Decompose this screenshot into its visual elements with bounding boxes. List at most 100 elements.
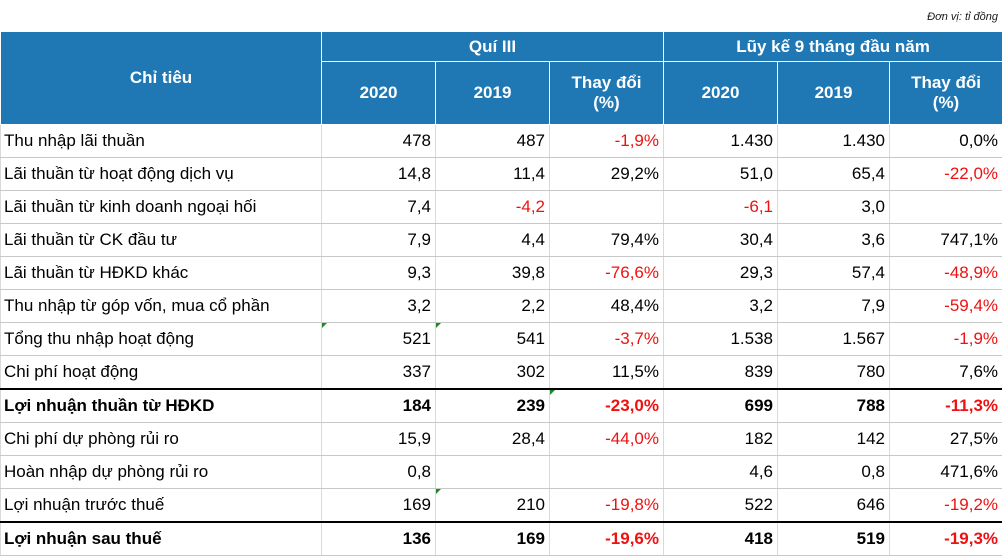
ytd-2019-cell: 519: [778, 522, 890, 556]
q3-change-cell: -44,0%: [550, 423, 664, 456]
ytd-2020-cell: 839: [664, 356, 778, 390]
ytd-change-cell: -48,9%: [890, 257, 1002, 290]
q3-change-cell: -3,7%: [550, 323, 664, 356]
ytd-change-cell: 0,0%: [890, 125, 1002, 158]
ytd-2019-cell: 1.430: [778, 125, 890, 158]
unit-note: Đơn vị: tỉ đồng: [927, 11, 998, 23]
ytd-2020-cell: 1.538: [664, 323, 778, 356]
ytd-2019-cell: 7,9: [778, 290, 890, 323]
ytd-change-cell: -11,3%: [890, 389, 1002, 423]
ytd-2019-cell: 788: [778, 389, 890, 423]
q3-2019-cell: 541: [436, 323, 550, 356]
q3-2019-cell: 4,4: [436, 224, 550, 257]
row-label: Lợi nhuận thuần từ HĐKD: [1, 389, 322, 423]
q3-2019-cell: 210: [436, 489, 550, 523]
ytd-change-cell: 471,6%: [890, 456, 1002, 489]
ytd-change-cell: -19,3%: [890, 522, 1002, 556]
table-row-total: Lợi nhuận sau thuế 136 169 -19,6% 418 51…: [1, 522, 1002, 556]
row-label: Hoàn nhập dự phòng rủi ro: [1, 456, 322, 489]
table-row: Lợi nhuận trước thuế 169 210 -19,8% 522 …: [1, 489, 1002, 523]
table-row: Lãi thuần từ hoạt động dịch vụ 14,8 11,4…: [1, 158, 1002, 191]
ytd-2020-cell: 30,4: [664, 224, 778, 257]
q3-2020-cell: 3,2: [322, 290, 436, 323]
table-row: Thu nhập từ góp vốn, mua cổ phần 3,2 2,2…: [1, 290, 1002, 323]
table-row: Hoàn nhập dự phòng rủi ro 0,8 4,6 0,8 47…: [1, 456, 1002, 489]
q3-change-cell: [550, 456, 664, 489]
q3-2020-cell: 14,8: [322, 158, 436, 191]
ytd-2019-cell: 780: [778, 356, 890, 390]
quarter-group-header: Quí III: [322, 32, 664, 62]
table-row: Chi phí hoạt động 337 302 11,5% 839 780 …: [1, 356, 1002, 390]
indicator-header: Chỉ tiêu: [1, 32, 322, 125]
ytd-2020-cell: 522: [664, 489, 778, 523]
ytd-change-cell: 747,1%: [890, 224, 1002, 257]
ytd-2020-header: 2020: [664, 62, 778, 125]
q3-change-cell: -19,8%: [550, 489, 664, 523]
row-label: Lãi thuần từ CK đầu tư: [1, 224, 322, 257]
q3-2020-cell: 136: [322, 522, 436, 556]
table-row: Tổng thu nhập hoạt động 521 541 -3,7% 1.…: [1, 323, 1002, 356]
q3-change-cell: 48,4%: [550, 290, 664, 323]
ytd-change-cell: 27,5%: [890, 423, 1002, 456]
q3-change-cell: -23,0%: [550, 389, 664, 423]
q3-change-cell: [550, 191, 664, 224]
q3-2020-cell: 184: [322, 389, 436, 423]
ytd-change-cell: -59,4%: [890, 290, 1002, 323]
financial-table: Chỉ tiêu Quí III Lũy kế 9 tháng đầu năm …: [0, 31, 1002, 556]
q3-2019-cell: 28,4: [436, 423, 550, 456]
q3-2019-cell: 2,2: [436, 290, 550, 323]
q3-2020-header: 2020: [322, 62, 436, 125]
ytd-change-cell: -22,0%: [890, 158, 1002, 191]
ytd-change-cell: [890, 191, 1002, 224]
q3-change-cell: 29,2%: [550, 158, 664, 191]
ytd-2020-cell: 4,6: [664, 456, 778, 489]
q3-change-cell: -1,9%: [550, 125, 664, 158]
ytd-group-header: Lũy kế 9 tháng đầu năm: [664, 32, 1002, 62]
row-label: Lãi thuần từ hoạt động dịch vụ: [1, 158, 322, 191]
q3-2020-cell: 337: [322, 356, 436, 390]
ytd-change-cell: -1,9%: [890, 323, 1002, 356]
q3-2020-cell: 0,8: [322, 456, 436, 489]
q3-2020-cell: 7,9: [322, 224, 436, 257]
table-row: Lãi thuần từ HĐKD khác 9,3 39,8 -76,6% 2…: [1, 257, 1002, 290]
ytd-2020-cell: -6,1: [664, 191, 778, 224]
q3-change-cell: -76,6%: [550, 257, 664, 290]
row-label: Lãi thuần từ HĐKD khác: [1, 257, 322, 290]
table-row-subtotal: Lợi nhuận thuần từ HĐKD 184 239 -23,0% 6…: [1, 389, 1002, 423]
ytd-2019-cell: 646: [778, 489, 890, 523]
q3-change-cell: 79,4%: [550, 224, 664, 257]
table-row: Lãi thuần từ kinh doanh ngoại hối 7,4 -4…: [1, 191, 1002, 224]
ytd-2019-cell: 142: [778, 423, 890, 456]
table-row: Chi phí dự phòng rủi ro 15,9 28,4 -44,0%…: [1, 423, 1002, 456]
table-row: Thu nhập lãi thuần 478 487 -1,9% 1.430 1…: [1, 125, 1002, 158]
row-label: Lãi thuần từ kinh doanh ngoại hối: [1, 191, 322, 224]
ytd-change-header: Thay đổi(%): [890, 62, 1002, 125]
ytd-2020-cell: 182: [664, 423, 778, 456]
ytd-2019-cell: 57,4: [778, 257, 890, 290]
ytd-2020-cell: 51,0: [664, 158, 778, 191]
q3-2020-cell: 9,3: [322, 257, 436, 290]
row-label: Chi phí hoạt động: [1, 356, 322, 390]
ytd-2020-cell: 1.430: [664, 125, 778, 158]
q3-2019-cell: 302: [436, 356, 550, 390]
q3-2019-header: 2019: [436, 62, 550, 125]
ytd-2020-cell: 418: [664, 522, 778, 556]
q3-change-cell: 11,5%: [550, 356, 664, 390]
q3-2019-cell: -4,2: [436, 191, 550, 224]
q3-change-cell: -19,6%: [550, 522, 664, 556]
q3-2019-cell: 487: [436, 125, 550, 158]
row-label: Chi phí dự phòng rủi ro: [1, 423, 322, 456]
row-label: Thu nhập lãi thuần: [1, 125, 322, 158]
q3-2020-cell: 7,4: [322, 191, 436, 224]
table-header: Chỉ tiêu Quí III Lũy kế 9 tháng đầu năm …: [1, 32, 1002, 125]
ytd-change-cell: -19,2%: [890, 489, 1002, 523]
q3-2020-cell: 521: [322, 323, 436, 356]
ytd-2019-cell: 0,8: [778, 456, 890, 489]
table-row: Lãi thuần từ CK đầu tư 7,9 4,4 79,4% 30,…: [1, 224, 1002, 257]
q3-2019-cell: 11,4: [436, 158, 550, 191]
ytd-2020-cell: 3,2: [664, 290, 778, 323]
q3-2019-cell: [436, 456, 550, 489]
ytd-2019-cell: 1.567: [778, 323, 890, 356]
q3-2019-cell: 239: [436, 389, 550, 423]
ytd-2019-cell: 3,6: [778, 224, 890, 257]
